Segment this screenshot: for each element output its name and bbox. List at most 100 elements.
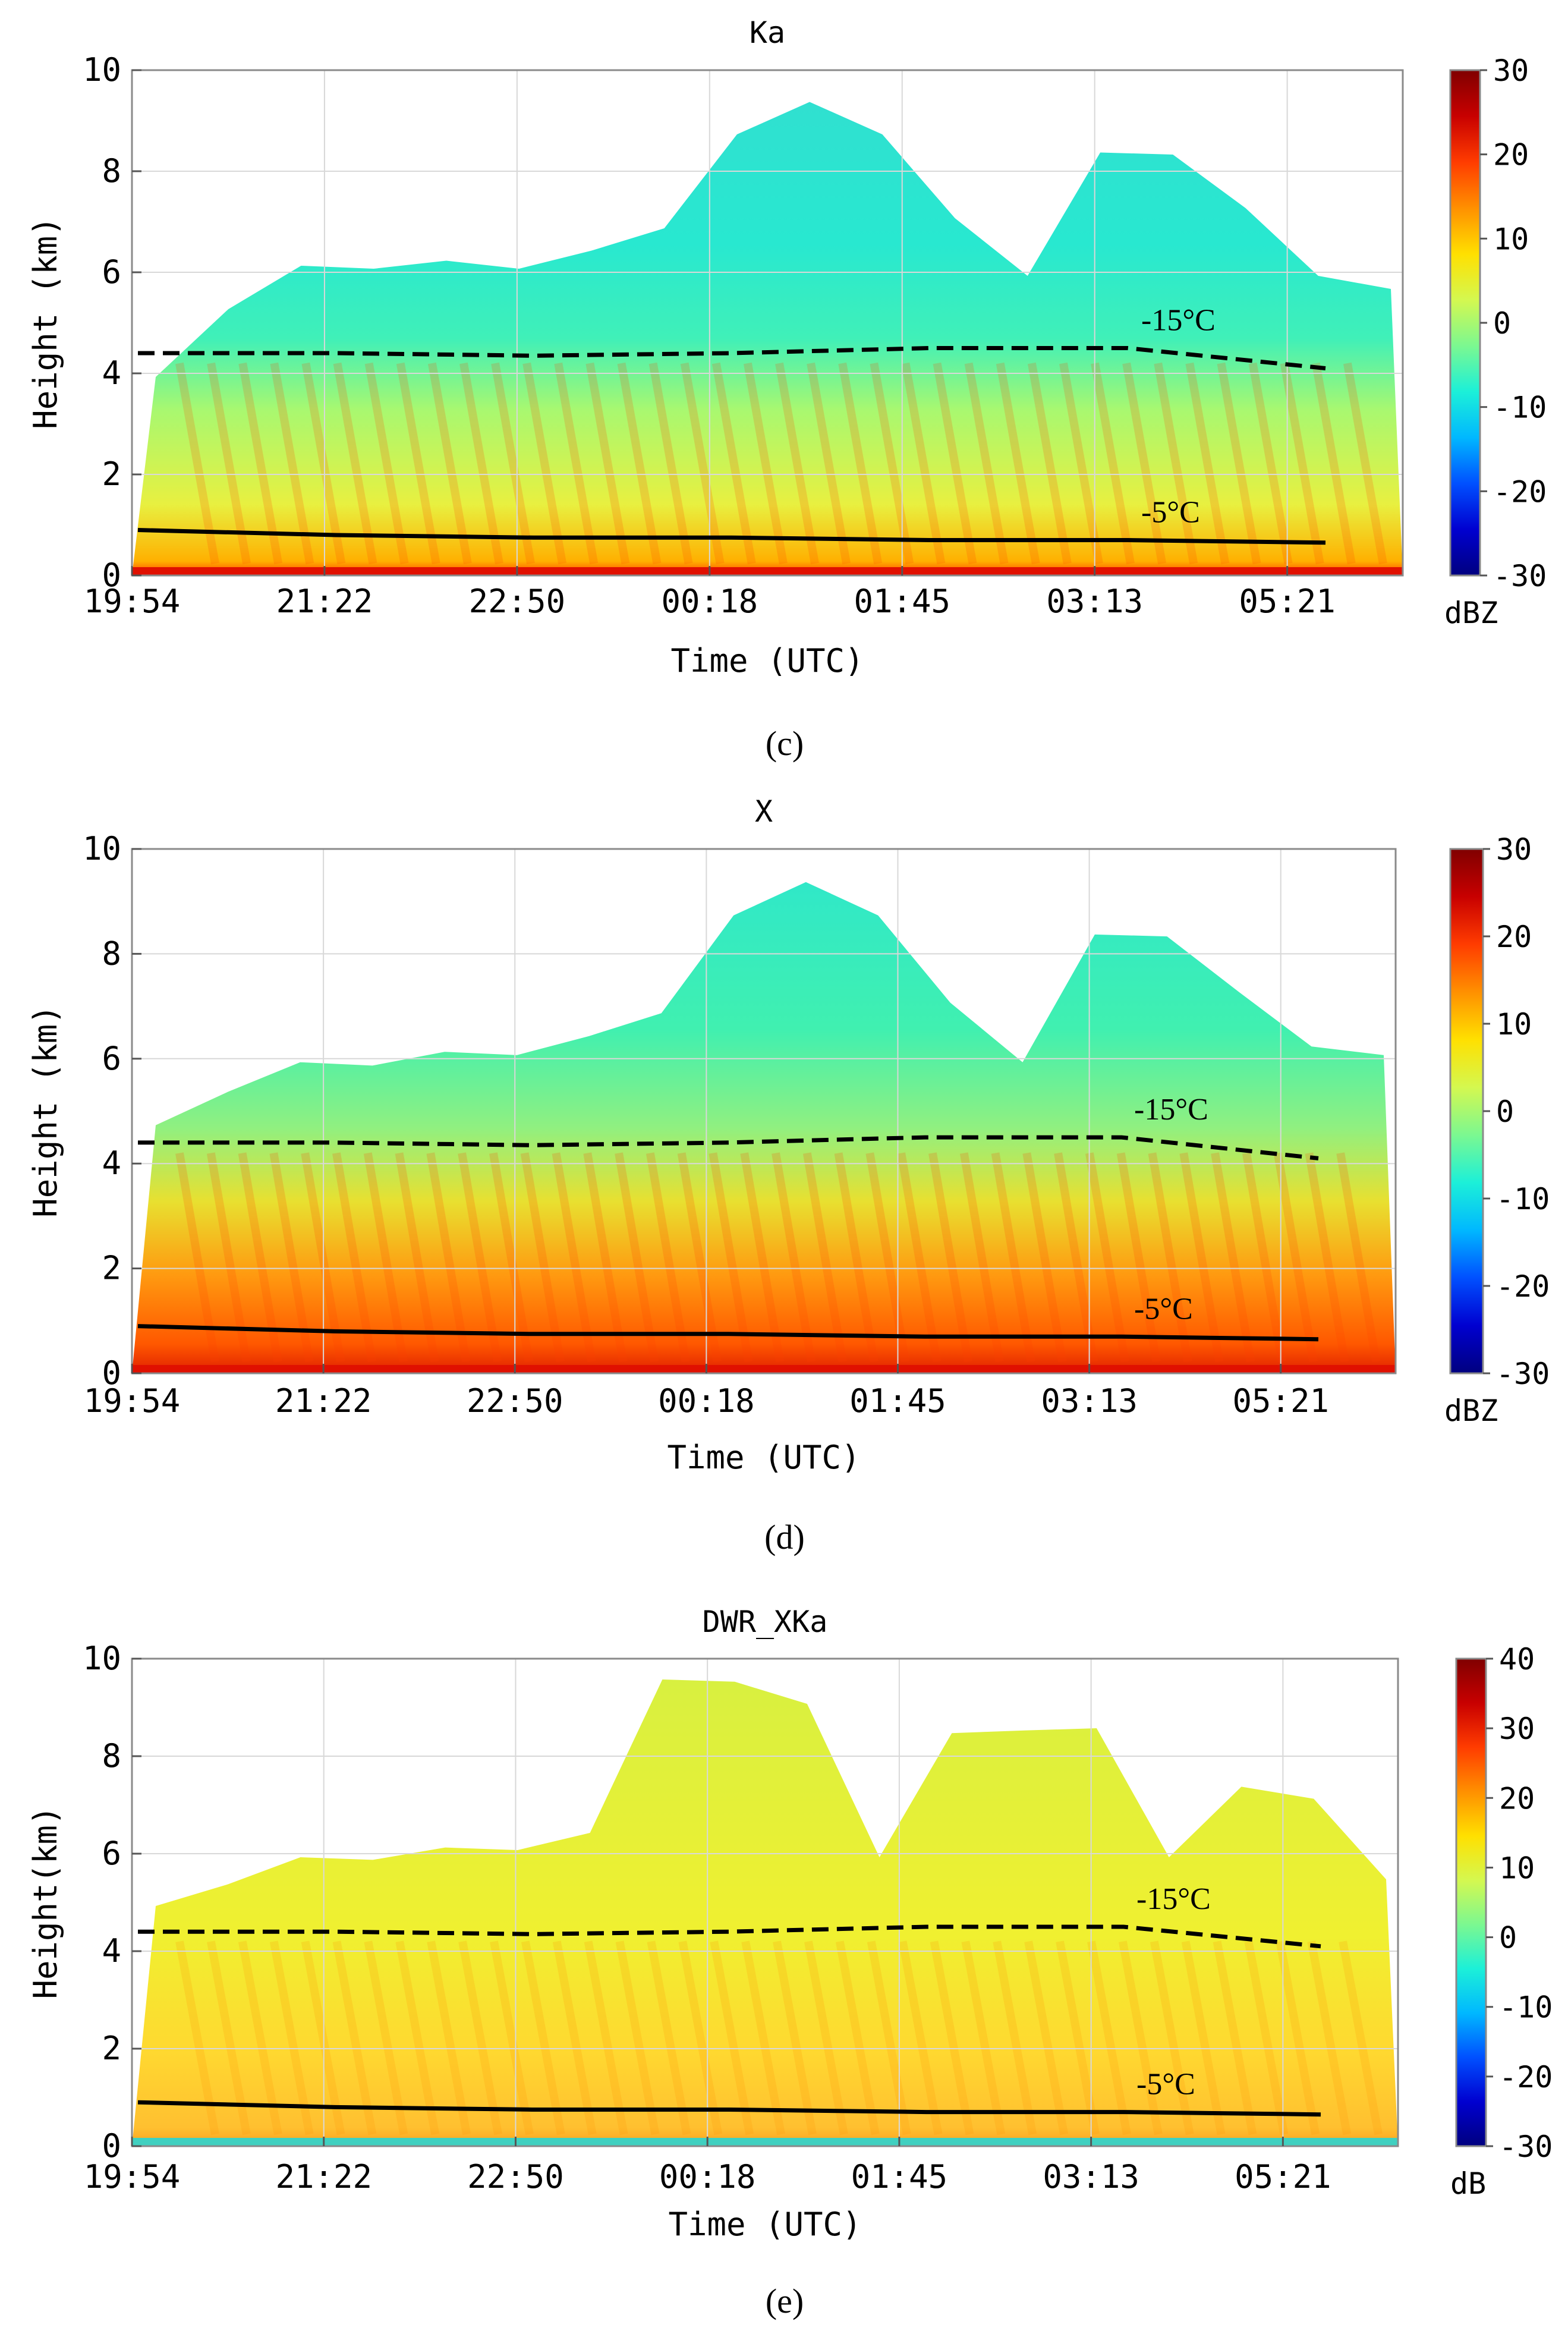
streak	[301, 362, 346, 565]
streak	[1307, 1940, 1352, 2135]
streak	[206, 1152, 251, 1363]
x-tick-label: 21:22	[276, 583, 373, 620]
isotherm-line-minus5	[137, 2100, 1321, 2117]
streak	[301, 1940, 345, 2135]
streak	[933, 362, 977, 565]
y-tick-label: 10	[83, 51, 121, 89]
streak	[709, 1152, 753, 1363]
streak	[238, 1940, 282, 2135]
colorbar-tick-label: -20	[1496, 1269, 1550, 1304]
x-tick-label: 03:13	[1046, 583, 1143, 620]
y-tick-label: 4	[102, 1144, 121, 1182]
streak	[333, 362, 377, 565]
colorbar	[1449, 69, 1481, 577]
colorbar-unit: dBZ	[1444, 596, 1498, 630]
streak	[996, 362, 1040, 565]
streak	[427, 1940, 471, 2135]
streak	[1336, 1152, 1381, 1363]
streak	[522, 362, 567, 565]
plot-frame	[131, 848, 1397, 1374]
streak	[1311, 362, 1356, 565]
streak	[615, 1152, 659, 1363]
fall-streaks	[175, 1940, 1383, 2135]
y-tick-label: 0	[102, 2127, 121, 2165]
x-tick-label: 19:54	[84, 1382, 181, 1420]
streak	[677, 1152, 722, 1363]
streak	[959, 1152, 1004, 1363]
colorbar-tick-label: 10	[1499, 1851, 1535, 1885]
streak	[964, 362, 1009, 565]
streak	[615, 1940, 660, 2135]
colorbar-tick-label: -30	[1499, 2130, 1553, 2164]
streak	[901, 362, 946, 565]
streak	[838, 362, 883, 565]
x-tick-label: 19:54	[84, 2158, 181, 2196]
streak	[395, 1152, 439, 1363]
streak	[711, 362, 756, 565]
colorbar-tick-label: 30	[1493, 54, 1529, 88]
plot-frame	[131, 69, 1404, 577]
y-tick-label: 0	[102, 1354, 121, 1392]
streak	[865, 1152, 910, 1363]
streak	[1276, 1940, 1320, 2135]
x-tick-label: 01:45	[854, 583, 950, 620]
streak	[1022, 1152, 1067, 1363]
chart-title: DWR_XKa	[703, 1605, 828, 1639]
streak	[740, 1152, 785, 1363]
streak	[646, 1152, 690, 1363]
colorbar-tick-label: 0	[1493, 306, 1511, 341]
isotherm-line-minus15	[138, 1135, 1319, 1160]
streak	[1054, 1152, 1098, 1363]
x-tick-label: 05:21	[1232, 1382, 1329, 1420]
streak	[1059, 362, 1103, 565]
y-axis-label: Height (km)	[27, 216, 64, 429]
panel-caption: (d)	[764, 1518, 805, 1556]
streak	[490, 1940, 534, 2135]
streak	[867, 1940, 911, 2135]
streak	[773, 1940, 817, 2135]
colorbar-unit: dBZ	[1444, 1394, 1498, 1428]
isotherm-label: -15°C	[1141, 304, 1216, 338]
x-tick-label: 19:54	[84, 583, 181, 620]
streak	[238, 362, 283, 565]
x-axis-label: Time (UTC)	[670, 642, 864, 680]
streak	[617, 362, 662, 565]
streak	[521, 1940, 565, 2135]
reflectivity-field	[132, 102, 1403, 575]
streak	[552, 1152, 596, 1363]
streak	[458, 1152, 502, 1363]
streak	[491, 362, 535, 565]
x-tick-label: 05:21	[1235, 2158, 1331, 2196]
streak	[1248, 362, 1293, 565]
streak	[870, 362, 914, 565]
y-axis-label: Height (km)	[27, 1005, 64, 1218]
streak	[1305, 1152, 1349, 1363]
colorbar-tick-label: 30	[1499, 1712, 1535, 1746]
panel-caption: (e)	[766, 2282, 804, 2320]
plot-frame	[131, 1657, 1399, 2147]
streak	[772, 1152, 816, 1363]
streak	[741, 1940, 785, 2135]
streak	[1213, 1940, 1257, 2135]
streak	[1179, 1152, 1224, 1363]
colorbar-tick-label: -10	[1496, 1182, 1550, 1216]
streak	[744, 362, 788, 565]
isotherm-line-minus5	[137, 1324, 1319, 1342]
streak	[395, 1940, 440, 2135]
streak	[1087, 1940, 1131, 2135]
streak	[835, 1940, 880, 2135]
streak	[238, 1152, 282, 1363]
x-tick-label: 05:21	[1239, 583, 1336, 620]
streak	[552, 1940, 597, 2135]
surface-band	[132, 1365, 1396, 1373]
streak	[1280, 362, 1324, 565]
streak	[426, 1152, 471, 1363]
streak	[710, 1940, 754, 2135]
streak	[1242, 1152, 1286, 1363]
y-tick-label: 6	[102, 253, 121, 291]
streak	[1217, 362, 1261, 565]
y-tick-label: 2	[102, 455, 121, 493]
y-tick-label: 8	[102, 935, 121, 972]
x-axis-label: Time (UTC)	[668, 2206, 861, 2243]
